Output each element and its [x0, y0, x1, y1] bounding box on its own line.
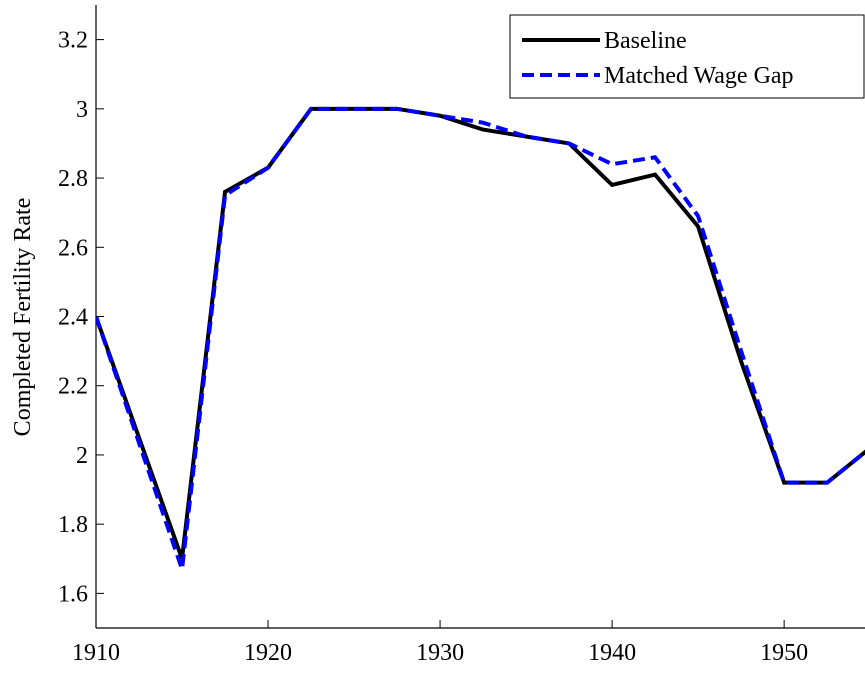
- line-series: [96, 106, 865, 560]
- x-tick-label: 1930: [416, 640, 464, 666]
- legend-box: [509, 14, 865, 99]
- legend-label: Matched Wage Gap: [604, 63, 794, 89]
- y-tick-label: 2.4: [58, 305, 88, 331]
- x-tick-label: 1910: [72, 640, 120, 666]
- y-tick-label: 3: [76, 97, 88, 123]
- y-tick-label: 2.6: [58, 235, 88, 261]
- plot-area: [96, 106, 865, 570]
- y-tick-label: 3.2: [58, 28, 88, 54]
- y-tick-label: 2: [76, 443, 88, 469]
- y-tick-label: 1.8: [58, 512, 88, 538]
- x-tick-label: 1920: [244, 640, 292, 666]
- line-series: [96, 106, 865, 570]
- x-tick-label: 1940: [588, 640, 636, 666]
- y-tick-label: 1.6: [58, 581, 88, 607]
- y-tick-label: 2.2: [58, 374, 88, 400]
- x-tick-label: 1950: [760, 640, 808, 666]
- y-axis-label: Completed Fertility Rate: [10, 198, 36, 437]
- y-tick-label: 2.8: [58, 166, 88, 192]
- legend-label: Baseline: [604, 28, 687, 54]
